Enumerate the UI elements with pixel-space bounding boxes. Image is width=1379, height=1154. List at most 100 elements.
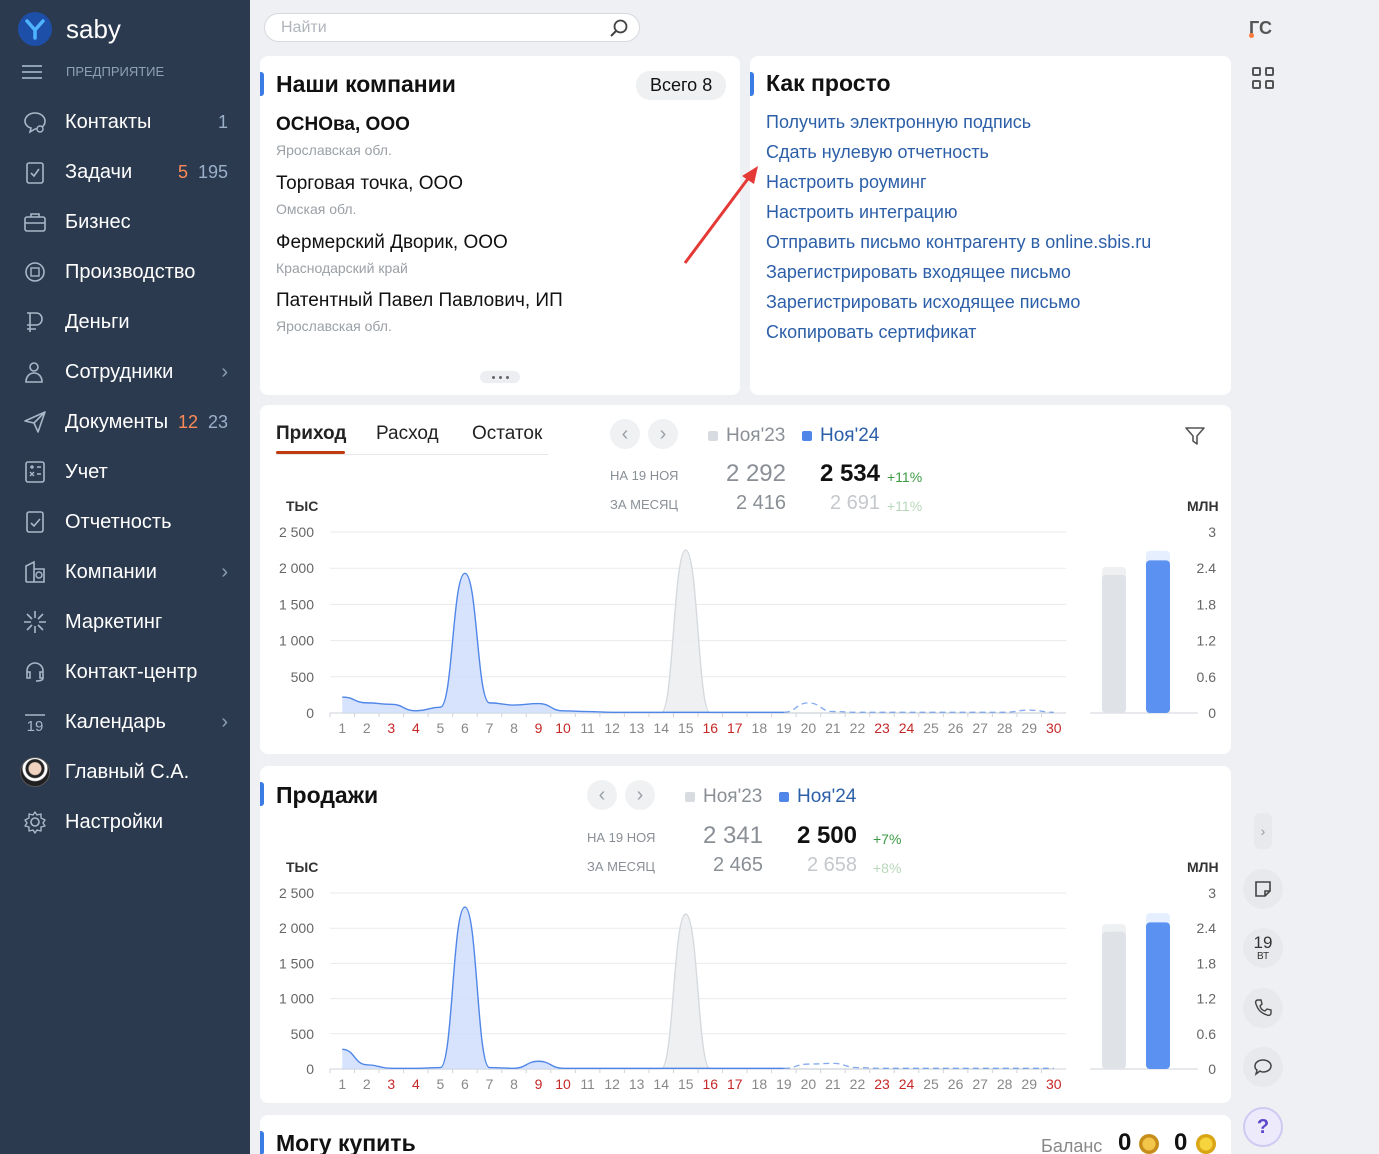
- company-name[interactable]: Патентный Павел Павлович, ИП: [276, 290, 563, 311]
- companies-title[interactable]: Наши компании: [276, 71, 456, 97]
- unit-left: ТЫС: [286, 498, 319, 514]
- sidebar-item[interactable]: Маркетинг: [0, 597, 250, 647]
- howto-link[interactable]: Скопировать сертификат: [766, 322, 977, 342]
- search-field[interactable]: Найти: [264, 13, 640, 42]
- bar-prev: [1102, 574, 1126, 713]
- sidebar-item[interactable]: Бизнес: [0, 197, 250, 247]
- x-tick-label: 21: [825, 1076, 841, 1092]
- search-icon[interactable]: [609, 18, 629, 38]
- curr-month-value: 2 691: [829, 492, 880, 514]
- sidebar-item[interactable]: Деньги: [0, 297, 250, 347]
- enterprise-menu[interactable]: ПРЕДПРИЯТИЕ: [22, 64, 164, 79]
- chat-button[interactable]: [1243, 1047, 1283, 1087]
- delta-month: +11%: [887, 498, 923, 514]
- sidebar-item[interactable]: Учет: [0, 447, 250, 497]
- calculator-icon: [20, 457, 50, 487]
- y-tick-label: 1 500: [279, 955, 314, 971]
- x-tick-label: 17: [727, 720, 743, 736]
- x-tick-label: 27: [972, 1076, 988, 1092]
- company-name[interactable]: Торговая точка, ООО: [276, 173, 464, 194]
- company-name[interactable]: Фермерский Дворик, ООО: [276, 232, 508, 253]
- x-tick-label: 23: [874, 720, 890, 736]
- x-tick-label: 4: [412, 720, 420, 736]
- x-tick-label: 28: [997, 720, 1013, 736]
- expand-panel-button[interactable]: ›: [1254, 813, 1272, 849]
- buy-title[interactable]: Могу купить: [276, 1130, 416, 1154]
- x-tick-label: 28: [997, 1076, 1013, 1092]
- prev-period-button[interactable]: ‹: [610, 419, 640, 449]
- x-tick-label: 16: [702, 720, 718, 736]
- chevron-right-icon[interactable]: ›: [221, 360, 228, 383]
- companies-total-badge[interactable]: Всего 8: [636, 71, 727, 100]
- sidebar-item-counter: 1: [218, 112, 228, 133]
- bar-y-tick-label: 3: [1208, 524, 1216, 540]
- sidebar-item[interactable]: Производство: [0, 247, 250, 297]
- counter-total: 23: [207, 411, 228, 432]
- curr-month-value: 2 658: [806, 854, 857, 876]
- user-initials[interactable]: ГС: [1249, 18, 1272, 38]
- menu-icon: [22, 64, 42, 79]
- more-dots-icon[interactable]: [480, 371, 520, 383]
- next-period-button[interactable]: ›: [625, 780, 655, 810]
- sidebar-item[interactable]: Задачи 5 195: [0, 147, 250, 197]
- bar-curr: [1146, 922, 1170, 1069]
- sidebar-item-label: Задачи: [65, 160, 133, 183]
- balance-value: 0: [1118, 1129, 1132, 1154]
- x-tick-label: 24: [899, 720, 915, 736]
- people-icon: [20, 357, 50, 387]
- tabs-baseline: [276, 454, 548, 455]
- sidebar-item[interactable]: Отчетность: [0, 497, 250, 547]
- sparkle-icon: [20, 607, 50, 637]
- tab-income[interactable]: Приход: [276, 423, 347, 444]
- delta-month: +8%: [873, 860, 902, 876]
- tab-expense[interactable]: Расход: [376, 423, 439, 444]
- legend-curr[interactable]: Ноя'24: [802, 425, 879, 447]
- x-tick-label: 13: [629, 720, 645, 736]
- calendar-button[interactable]: 19 ВТ: [1243, 928, 1283, 968]
- chevron-right-icon[interactable]: ›: [221, 710, 228, 733]
- sidebar-item[interactable]: Документы 12 23: [0, 397, 250, 447]
- sidebar-item[interactable]: Контакты 1: [0, 97, 250, 147]
- legend-swatch: [685, 792, 695, 802]
- sidebar-item[interactable]: Сотрудники ›: [0, 347, 250, 397]
- sidebar-item[interactable]: Компании ›: [0, 547, 250, 597]
- help-button[interactable]: ?: [1243, 1107, 1283, 1147]
- tab-balance[interactable]: Остаток: [472, 423, 543, 444]
- sales-title[interactable]: Продажи: [276, 782, 379, 808]
- sidebar-item[interactable]: Настройки: [0, 797, 250, 847]
- y-tick-label: 0: [306, 1061, 314, 1077]
- howto-link[interactable]: Отправить письмо контрагенту в online.sb…: [766, 232, 1152, 252]
- howto-link[interactable]: Настроить роуминг: [766, 172, 927, 192]
- factory-icon: [20, 257, 50, 287]
- x-tick-label: 8: [510, 720, 518, 736]
- howto-link[interactable]: Настроить интеграцию: [766, 202, 958, 222]
- notes-button[interactable]: [1243, 869, 1283, 909]
- y-tick-label: 1 000: [279, 633, 314, 649]
- howto-link[interactable]: Сдать нулевую отчетность: [766, 142, 989, 162]
- counter-new: 5: [177, 161, 188, 182]
- sidebar-item[interactable]: Контакт-центр: [0, 647, 250, 697]
- chevron-right-icon[interactable]: ›: [221, 560, 228, 583]
- phone-button[interactable]: [1243, 988, 1283, 1028]
- sidebar-item[interactable]: Главный С.А.: [0, 747, 250, 797]
- prev-period-button[interactable]: ‹: [587, 780, 617, 810]
- howto-link[interactable]: Зарегистрировать исходящее письмо: [766, 292, 1081, 312]
- logo[interactable]: saby: [18, 12, 121, 46]
- sidebar-item-label: Контакты: [65, 110, 152, 133]
- company-name[interactable]: ОСНОва, ООО: [276, 114, 410, 135]
- apps-grid-icon[interactable]: [1252, 67, 1274, 89]
- legend-curr[interactable]: Ноя'24: [779, 786, 856, 808]
- series-curr-line: [342, 572, 784, 713]
- legend-label: Ноя'24: [820, 425, 880, 446]
- bar-y-tick-label: 1.8: [1197, 955, 1217, 971]
- howto-link[interactable]: Получить электронную подпись: [766, 112, 1032, 132]
- x-tick-label: 16: [702, 1076, 718, 1092]
- legend-prev[interactable]: Ноя'23: [685, 786, 762, 808]
- sidebar-item[interactable]: 19 Календарь ›: [0, 697, 250, 747]
- legend-prev[interactable]: Ноя'23: [708, 425, 785, 447]
- filter-icon[interactable]: [1183, 424, 1207, 448]
- next-period-button[interactable]: ›: [648, 419, 678, 449]
- x-tick-label: 2: [363, 720, 371, 736]
- howto-link[interactable]: Зарегистрировать входящее письмо: [766, 262, 1071, 282]
